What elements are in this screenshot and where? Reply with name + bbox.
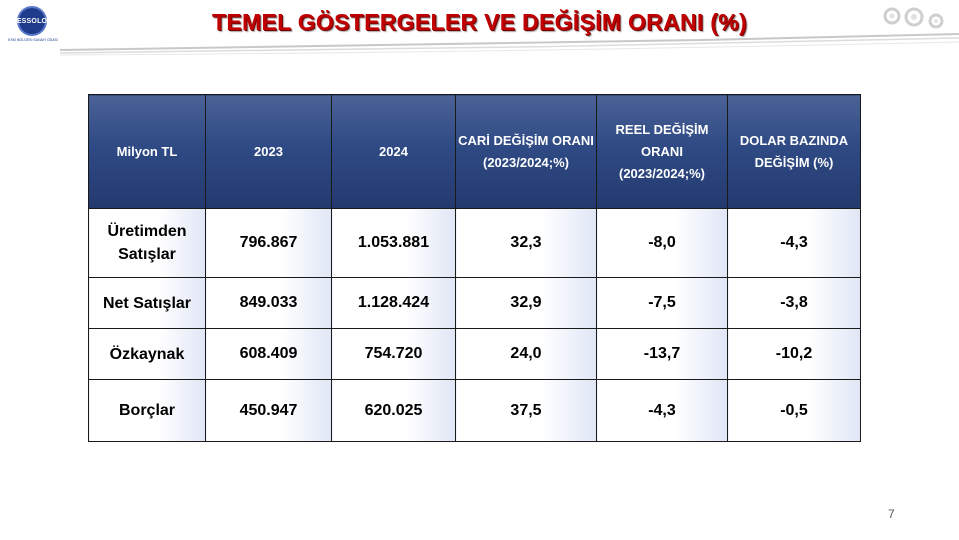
logo: ESSOLO ESKİ BÖLGESİ SANAYİ ODASI	[6, 6, 60, 46]
table-row: Net Satışlar 849.033 1.128.424 32,9 -7,5…	[88, 277, 861, 329]
cell-real-change: -13,7	[596, 328, 728, 380]
gears-icon	[883, 7, 944, 29]
cell-dollar-change: -10,2	[727, 328, 861, 380]
cell-nominal-change: 24,0	[455, 328, 597, 380]
cell-real-change: -7,5	[596, 277, 728, 329]
header-dollar-change: DOLAR BAZINDA DEĞİŞİM (%)	[727, 94, 861, 209]
table-row: Borçlar 450.947 620.025 37,5 -4,3 -0,5	[88, 379, 861, 442]
row-label: Net Satışlar	[88, 277, 206, 329]
cell-real-change: -4,3	[596, 379, 728, 442]
cell-2024: 754.720	[331, 328, 456, 380]
page-title: TEMEL GÖSTERGELER VE DEĞİŞİM ORANI (%)	[212, 9, 747, 35]
cell-dollar-change: -0,5	[727, 379, 861, 442]
cell-2024: 620.025	[331, 379, 456, 442]
header-real-change: REEL DEĞİŞİM ORANI (2023/2024;%)	[596, 94, 728, 209]
cell-2023: 796.867	[205, 208, 332, 278]
header-2023: 2023	[205, 94, 332, 209]
cell-nominal-change: 32,3	[455, 208, 597, 278]
table-row: Üretimden Satışlar 796.867 1.053.881 32,…	[88, 208, 861, 278]
cell-real-change: -8,0	[596, 208, 728, 278]
cell-2023: 608.409	[205, 328, 332, 380]
logo-subtext: ESKİ BÖLGESİ SANAYİ ODASI	[8, 38, 58, 42]
cell-2024: 1.128.424	[331, 277, 456, 329]
row-label: Üretimden Satışlar	[88, 208, 206, 278]
indicators-table: Milyon TL 2023 2024 CARİ DEĞİŞİM ORANI (…	[88, 94, 861, 442]
cell-nominal-change: 37,5	[455, 379, 597, 442]
cell-2023: 849.033	[205, 277, 332, 329]
page-number: 7	[888, 507, 895, 521]
cell-2024: 1.053.881	[331, 208, 456, 278]
table-row: Özkaynak 608.409 754.720 24,0 -13,7 -10,…	[88, 328, 861, 380]
cell-nominal-change: 32,9	[455, 277, 597, 329]
table-header-row: Milyon TL 2023 2024 CARİ DEĞİŞİM ORANI (…	[88, 94, 861, 209]
row-label: Özkaynak	[88, 328, 206, 380]
cell-dollar-change: -4,3	[727, 208, 861, 278]
cell-dollar-change: -3,8	[727, 277, 861, 329]
logo-mark: ESSOLO	[17, 6, 47, 36]
header-unit: Milyon TL	[88, 94, 206, 209]
header-swoosh-decoration	[59, 33, 959, 56]
header-2024: 2024	[331, 94, 456, 209]
header-nominal-change: CARİ DEĞİŞİM ORANI (2023/2024;%)	[455, 94, 597, 209]
row-label: Borçlar	[88, 379, 206, 442]
cell-2023: 450.947	[205, 379, 332, 442]
